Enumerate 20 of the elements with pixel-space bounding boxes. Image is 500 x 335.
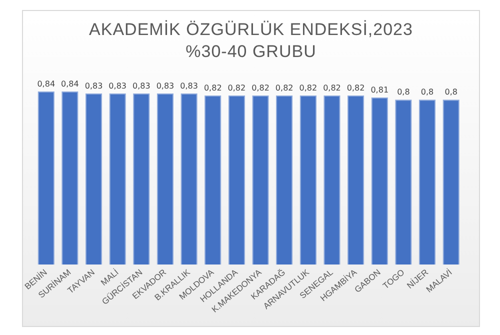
data-label: 0,83 (132, 82, 150, 91)
data-label: 0,83 (180, 82, 198, 91)
data-label: 0,83 (156, 82, 174, 91)
data-label: 0,8 (397, 88, 410, 97)
chart-title: AKADEMİK ÖZGÜRLÜK ENDEKSİ,2023 (88, 19, 414, 41)
data-label: 0,81 (370, 86, 389, 95)
chart-subtitle: %30-40 GRUBU (184, 41, 318, 63)
data-label: 0,82 (346, 84, 365, 93)
data-label: 0,82 (228, 84, 246, 93)
data-label: 0,84 (37, 79, 56, 88)
data-label: 0,8 (420, 88, 434, 97)
data-label: 0,82 (204, 84, 222, 93)
data-label: 0,82 (275, 84, 294, 93)
data-label: 0,83 (84, 82, 103, 91)
data-label: 0,8 (444, 88, 458, 97)
data-label: 0,84 (61, 79, 79, 88)
data-label: 0,82 (299, 84, 318, 93)
data-label: 0,83 (108, 82, 126, 91)
data-label: 0,82 (252, 84, 270, 93)
data-label: 0,82 (323, 84, 341, 93)
